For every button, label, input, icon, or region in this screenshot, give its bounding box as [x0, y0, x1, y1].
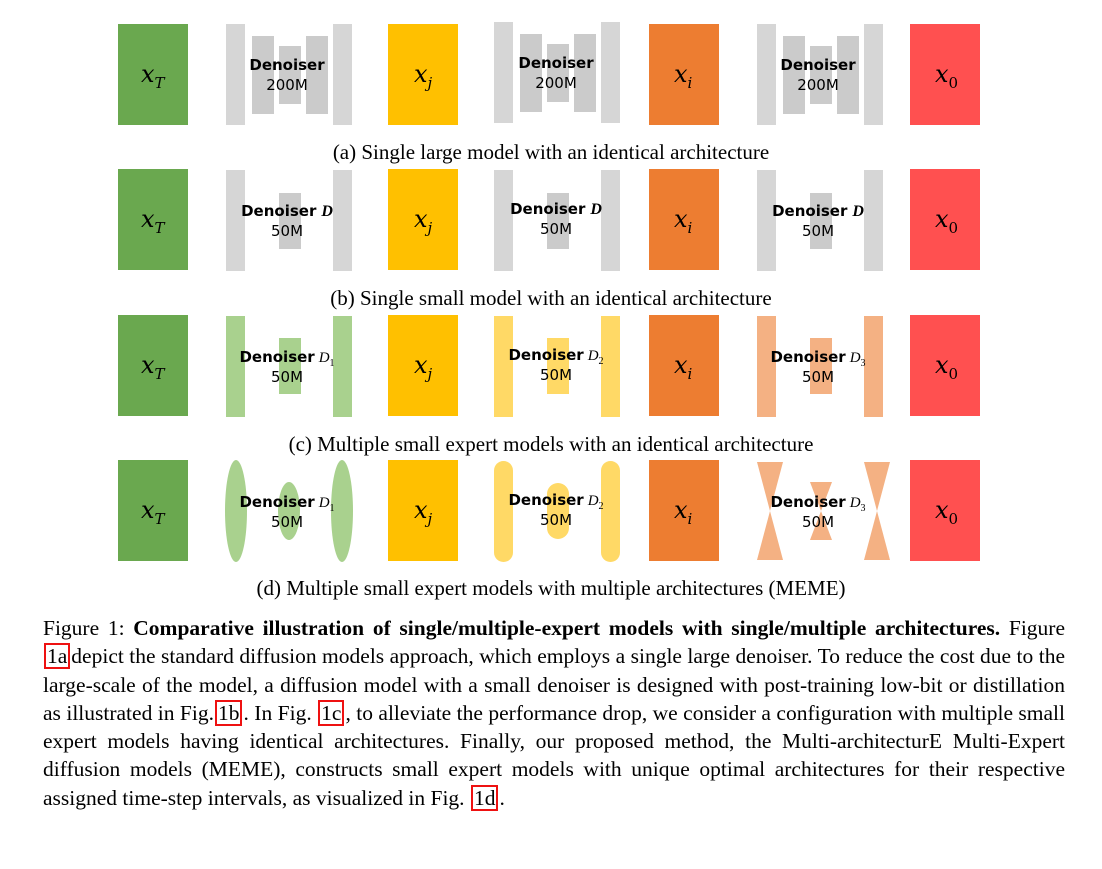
denoiser-label: Denoiser D [241, 202, 333, 220]
figure-title: Comparative illustration of single/multi… [133, 616, 1001, 640]
latent-xj-label: xj [414, 205, 433, 237]
figure-caption: Figure 1: Comparative illustration of si… [43, 614, 1065, 812]
latent-xi-block [649, 315, 719, 416]
figure-ref-link[interactable]: 1c [318, 699, 345, 726]
figure-label: Figure 1: [43, 616, 125, 640]
denoiser-size: 50M [271, 513, 303, 531]
denoiser-label: Denoiser [780, 56, 856, 74]
denoiser-size: 200M [535, 74, 577, 92]
denoiser-size: 50M [802, 222, 834, 240]
caption-text: . In Fig. [243, 700, 312, 725]
denoiser-size: 50M [802, 513, 834, 531]
denoiser-size: 50M [271, 222, 303, 240]
row-d: xT Denoiser D1 50M xj Denoiser D2 50M xi [118, 460, 980, 600]
subfigure-caption-c: (c) Multiple small expert models with an… [289, 432, 814, 456]
latent-xT-block [118, 460, 188, 561]
latent-xj-label: xj [414, 60, 433, 92]
latent-xT-label: xT [141, 351, 166, 383]
latent-xT-block [118, 24, 188, 125]
denoiser-size: 50M [540, 220, 572, 238]
row-c: xT Denoiser D1 50M xj Denoiser D2 50M xi D… [118, 315, 980, 456]
denoiser-label: Denoiser D1 [239, 348, 334, 369]
denoiser-label: Denoiser D3 [770, 493, 865, 514]
latent-xi-label: xi [674, 60, 693, 92]
denoiser-block: Denoiser 200M [226, 24, 352, 125]
latent-xi-label: xi [674, 205, 693, 237]
latent-xi-label: xi [674, 496, 693, 528]
caption-text: Figure [1008, 616, 1065, 640]
caption-text: depict the standard diffusion models app… [43, 644, 1065, 725]
latent-xj-block [388, 460, 458, 561]
latent-xi-block [649, 460, 719, 561]
subfigure-caption-a: (a) Single large model with an identical… [333, 140, 769, 164]
latent-xT-block [118, 315, 188, 416]
denoiser-block: Denoiser D 50M [494, 170, 620, 271]
denoiser-size: 50M [540, 511, 572, 529]
figure-ref-link[interactable]: 1d [470, 784, 499, 811]
latent-xi-block [649, 169, 719, 270]
denoiser-size: 50M [271, 368, 303, 386]
denoiser-block: Denoiser 200M [757, 24, 883, 125]
denoiser-block: Denoiser D 50M [226, 170, 352, 271]
figure-ref-link[interactable]: 1b [214, 699, 243, 726]
figure-diagram: xT Denoiser 200M xj Denoiser 200M xi [118, 22, 980, 600]
denoiser-size: 50M [540, 366, 572, 384]
denoiser-label: Denoiser D [772, 202, 864, 220]
denoiser-block: Denoiser D1 50M [226, 316, 352, 417]
denoiser-block-hourglass: Denoiser D3 50M [757, 462, 890, 560]
latent-x0-block [910, 24, 980, 125]
denoiser-block-pill: Denoiser D2 50M [494, 461, 620, 562]
row-b: xT Denoiser D 50M xj Denoiser D 50M xi Den… [118, 169, 980, 310]
denoiser-label: Denoiser D1 [239, 493, 334, 514]
latent-xT-label: xT [141, 496, 166, 528]
latent-xj-block [388, 169, 458, 270]
denoiser-block: Denoiser D3 50M [757, 316, 883, 417]
denoiser-label: Denoiser D3 [770, 348, 865, 369]
latent-xT-label: xT [141, 205, 166, 237]
subfigure-caption-b: (b) Single small model with an identical… [330, 286, 771, 310]
denoiser-block-ellipse: Denoiser D1 50M [225, 460, 353, 562]
latent-x0-label: x0 [935, 496, 958, 528]
denoiser-size: 200M [797, 76, 839, 94]
latent-xi-block [649, 24, 719, 125]
latent-xT-block [118, 169, 188, 270]
denoiser-label: Denoiser [518, 54, 594, 72]
latent-xj-block [388, 24, 458, 125]
latent-xT-label: xT [141, 60, 166, 92]
denoiser-label: Denoiser D2 [508, 346, 603, 367]
figure-ref-link[interactable]: 1a [44, 643, 71, 670]
denoiser-size: 50M [802, 368, 834, 386]
denoiser-size: 200M [266, 76, 308, 94]
denoiser-block: Denoiser D2 50M [494, 316, 620, 417]
denoiser-block: Denoiser 200M [494, 22, 620, 123]
denoiser-label: Denoiser D2 [508, 491, 603, 512]
latent-x0-block [910, 169, 980, 270]
latent-xj-label: xj [414, 351, 433, 383]
subfigure-caption-d: (d) Multiple small expert models with mu… [256, 576, 845, 600]
latent-xj-label: xj [414, 496, 433, 528]
latent-x0-label: x0 [935, 60, 958, 92]
latent-xi-label: xi [674, 351, 693, 383]
latent-x0-label: x0 [935, 351, 958, 383]
denoiser-label: Denoiser [249, 56, 325, 74]
latent-x0-block [910, 315, 980, 416]
denoiser-block: Denoiser D 50M [757, 170, 883, 271]
denoiser-label: Denoiser D [510, 200, 602, 218]
latent-x0-label: x0 [935, 205, 958, 237]
latent-x0-block [910, 460, 980, 561]
latent-xj-block [388, 315, 458, 416]
caption-text: , to alleviate the performance drop, we … [43, 700, 1065, 810]
row-a: xT Denoiser 200M xj Denoiser 200M xi [118, 22, 980, 164]
caption-text: . [499, 785, 505, 810]
